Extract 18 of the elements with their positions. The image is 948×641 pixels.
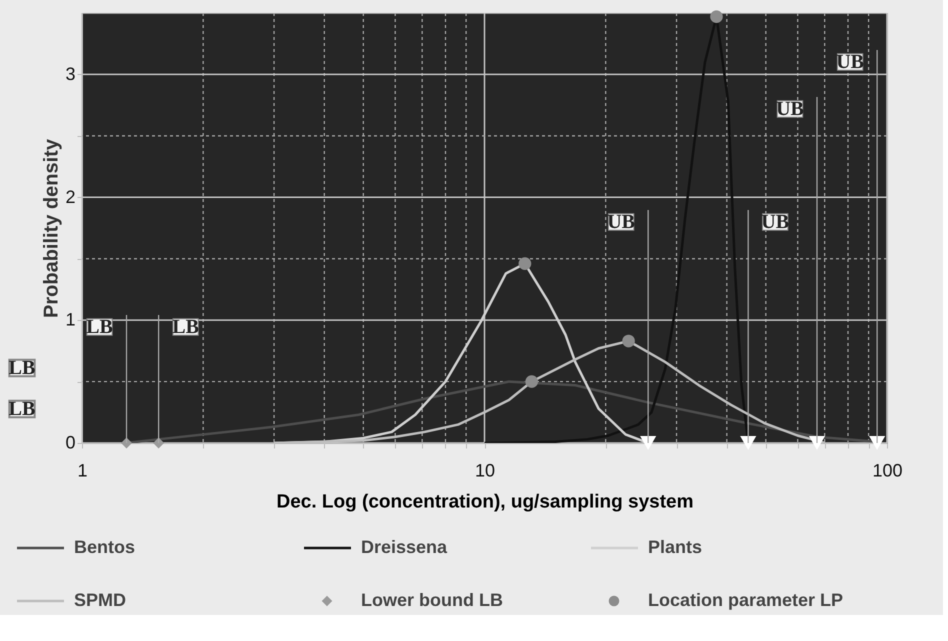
x-tick-label: 100	[872, 460, 903, 480]
y-axis-title: Probability density	[40, 138, 62, 318]
legend-label: Bentos	[74, 537, 136, 557]
legend-label: SPMD	[74, 590, 126, 610]
annotation: LB	[86, 316, 113, 338]
y-tick-label: 2	[65, 186, 76, 207]
y-tick-label: 0	[65, 432, 76, 452]
annotation: LB	[172, 316, 199, 338]
y-tick-label: 3	[65, 64, 76, 84]
text: LB	[8, 357, 36, 379]
x-tick-label: 10	[474, 460, 496, 480]
legend-label: Lower bound LB	[361, 590, 503, 610]
text: LB	[8, 398, 36, 420]
legend-label: Plants	[648, 537, 702, 557]
legend-label: Location parameter LP	[648, 590, 844, 610]
x-axis-title: Dec. Log (concentration), ug/sampling system	[276, 492, 694, 512]
legend-label: Dreissena	[361, 537, 448, 557]
y-tick-label: 1	[65, 310, 76, 330]
